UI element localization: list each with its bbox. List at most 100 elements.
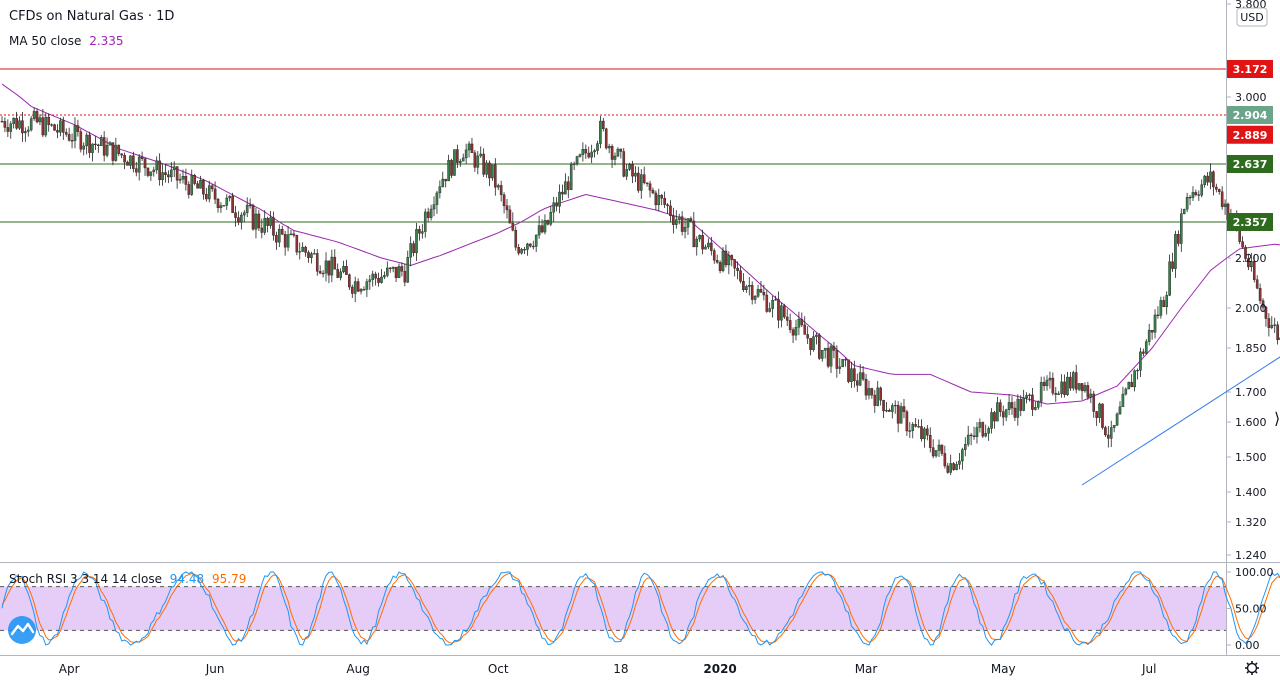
- candle-body: [315, 253, 319, 272]
- candle-body: [380, 276, 383, 283]
- candle-body: [870, 388, 874, 396]
- candle-body: [692, 220, 696, 248]
- candle-body: [969, 434, 973, 437]
- candle-body: [572, 163, 576, 165]
- candle-body: [307, 252, 310, 258]
- candle-body: [1010, 402, 1014, 409]
- ma-legend[interactable]: MA 50 close 2.335: [9, 34, 124, 48]
- candle-body: [318, 271, 322, 274]
- candle-body: [651, 189, 655, 194]
- candle-body: [242, 212, 246, 216]
- candle-body: [660, 194, 664, 199]
- candle-body: [587, 152, 591, 158]
- candle-body: [771, 299, 774, 309]
- candle-body: [867, 388, 871, 396]
- tradingview-logo-icon[interactable]: [8, 616, 36, 644]
- candle-body: [823, 347, 827, 351]
- candle-body: [540, 225, 544, 233]
- candle-body: [552, 202, 555, 213]
- candle-body: [321, 272, 325, 275]
- candle-body: [418, 229, 421, 234]
- candle-body: [1121, 393, 1125, 407]
- candle-body: [648, 183, 652, 191]
- candle-body: [718, 262, 722, 271]
- candle-body: [914, 424, 917, 427]
- candle-body: [520, 249, 523, 254]
- candle-body: [1276, 324, 1279, 341]
- candle-body: [120, 153, 123, 156]
- candle-body: [1182, 209, 1186, 214]
- candle-body: [873, 394, 877, 406]
- candle-body: [1025, 395, 1028, 399]
- candle-body: [1013, 407, 1017, 418]
- gear-icon[interactable]: [1245, 661, 1259, 675]
- candle-body: [981, 422, 985, 437]
- candle-body: [783, 305, 786, 318]
- candle-body: [785, 316, 789, 321]
- candle-body: [278, 229, 281, 243]
- candle-body: [858, 372, 862, 386]
- candle-body: [205, 193, 208, 200]
- candle-body: [529, 243, 532, 247]
- candle-body: [467, 143, 471, 151]
- candle-body: [902, 406, 906, 412]
- candle-body: [496, 185, 500, 188]
- candle-body: [812, 336, 815, 350]
- time-tick-label: May: [991, 662, 1016, 676]
- candle-body: [1142, 351, 1145, 354]
- candle-body: [838, 366, 842, 369]
- candle-body: [444, 178, 447, 182]
- candle-body: [847, 359, 850, 382]
- candle-body: [412, 243, 415, 254]
- candle-body: [1031, 394, 1034, 410]
- candle-body: [64, 132, 68, 135]
- ascending-trendline[interactable]: [1081, 240, 1280, 486]
- candle-body: [610, 145, 614, 160]
- candle-body: [654, 192, 658, 206]
- price-pane[interactable]: [0, 0, 1226, 562]
- candle-body: [345, 266, 348, 275]
- candle-body: [961, 449, 964, 462]
- candle-body: [1001, 411, 1005, 418]
- stoch-legend[interactable]: Stoch RSI 3 3 14 14 close 94.48 95.79: [9, 572, 246, 586]
- candle-body: [237, 217, 240, 223]
- candle-body: [1270, 324, 1274, 328]
- currency-label: USD: [1240, 11, 1264, 24]
- candle-body: [546, 220, 550, 225]
- candle-body: [727, 255, 731, 266]
- candle-body: [38, 117, 42, 123]
- candle-body: [245, 204, 249, 213]
- candle-body: [672, 215, 675, 225]
- price-tick-label: 1.320: [1235, 516, 1267, 529]
- candle-body: [809, 338, 812, 350]
- candle-body: [978, 422, 982, 428]
- candle-body: [260, 227, 264, 233]
- candle-body: [931, 447, 935, 457]
- candle-body: [905, 411, 909, 432]
- scale-handle-icon[interactable]: ⟩: [1274, 409, 1280, 428]
- price-axis[interactable]: 3.800 3.000 2.200 2.000 1.850 1.700 1.600 1.500…: [1227, 0, 1267, 562]
- currency-box[interactable]: [1236, 7, 1268, 27]
- candle-body: [1139, 351, 1142, 371]
- candle-body: [482, 153, 485, 175]
- candle-body: [1104, 427, 1107, 436]
- time-axis[interactable]: AprJunAugOct182020MarMayJulSepNov: [59, 662, 1280, 676]
- candle-body: [745, 286, 748, 291]
- candle-body: [1127, 381, 1131, 390]
- candle-body: [438, 186, 442, 194]
- candle-body: [263, 218, 267, 233]
- candle-body: [537, 225, 541, 236]
- candle-body: [353, 281, 357, 294]
- candle-body: [362, 289, 366, 291]
- candle-body: [920, 426, 923, 440]
- stoch-tick-label: 0.00: [1235, 639, 1260, 652]
- candle-body: [1206, 175, 1209, 183]
- candle-body: [564, 181, 567, 195]
- candle-body: [724, 250, 728, 266]
- horizontal-levels[interactable]: [0, 68, 1226, 223]
- candle-body: [1177, 234, 1180, 244]
- candle-body: [1162, 300, 1166, 308]
- candle-body: [730, 255, 734, 260]
- candle-body: [1185, 196, 1189, 210]
